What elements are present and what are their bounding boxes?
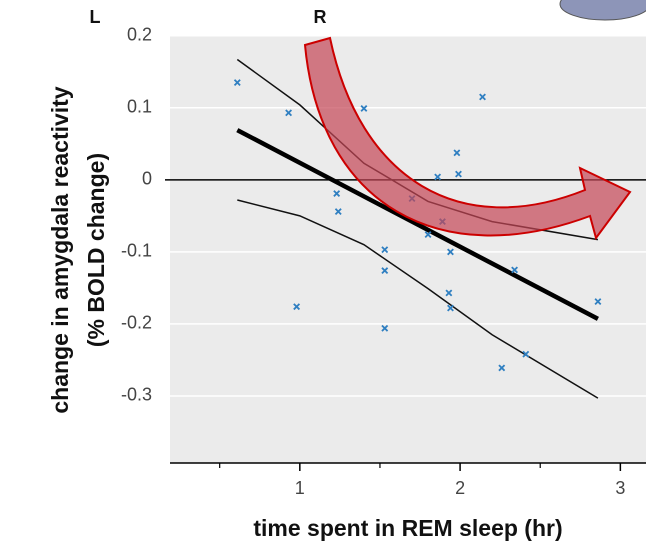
y-tick-label: 0.2 bbox=[127, 24, 152, 44]
point bbox=[334, 208, 342, 215]
point bbox=[434, 173, 442, 181]
y-tick-label: -0.2 bbox=[121, 313, 152, 333]
point bbox=[360, 105, 368, 112]
point bbox=[381, 267, 389, 275]
brain-image bbox=[559, 0, 646, 21]
y-tick-label: -0.3 bbox=[121, 385, 152, 405]
point bbox=[498, 364, 506, 372]
right-label: R bbox=[314, 7, 327, 27]
arrow bbox=[303, 36, 632, 241]
point bbox=[333, 190, 341, 197]
x-tick-label: 1 bbox=[295, 478, 305, 498]
point bbox=[479, 93, 486, 101]
point bbox=[424, 231, 432, 239]
y-tick-label: -0.1 bbox=[121, 241, 152, 261]
point bbox=[445, 289, 453, 297]
y-tick-label: 0.1 bbox=[127, 97, 152, 117]
point bbox=[511, 266, 519, 274]
point bbox=[293, 303, 301, 311]
point bbox=[522, 350, 530, 358]
point bbox=[233, 79, 241, 86]
point bbox=[447, 304, 454, 312]
fit-line bbox=[237, 199, 599, 399]
point bbox=[381, 324, 389, 332]
point bbox=[285, 109, 293, 117]
left-label: L bbox=[90, 7, 101, 27]
point bbox=[455, 170, 462, 178]
y-axis-label: (% BOLD change) bbox=[83, 153, 109, 347]
x-tick-label: 3 bbox=[615, 478, 625, 498]
x-axis-label: time spent in REM sleep (hr) bbox=[253, 515, 562, 541]
point bbox=[447, 248, 454, 256]
x-tick-label: 2 bbox=[455, 478, 465, 498]
plot-background bbox=[170, 35, 646, 463]
y-axis-label: change in amygdala reactivity bbox=[47, 86, 73, 413]
point bbox=[381, 246, 389, 254]
y-tick-label: 0 bbox=[142, 169, 152, 189]
fit-line bbox=[236, 128, 599, 321]
point bbox=[453, 149, 461, 157]
point bbox=[594, 298, 602, 306]
